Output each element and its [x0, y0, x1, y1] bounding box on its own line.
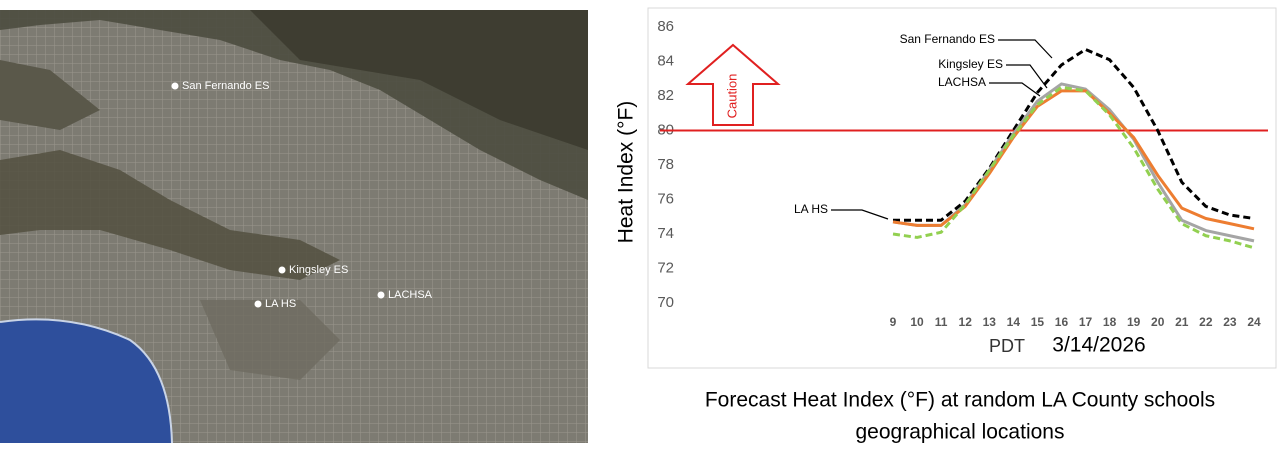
series-line — [892, 89, 1255, 231]
x-tick-label: 14 — [1007, 315, 1021, 329]
y-tick-label: 70 — [657, 294, 674, 311]
series-label: Kingsley ES — [938, 57, 1003, 71]
x-tick-label: 24 — [1247, 315, 1261, 329]
y-tick-label: 78 — [657, 156, 674, 173]
map-marker — [278, 266, 286, 274]
map-label: San Fernando ES — [182, 80, 269, 92]
series-line — [892, 85, 1255, 250]
leader-line — [831, 209, 889, 220]
x-tick-label: 22 — [1199, 315, 1213, 329]
x-tick-label: 15 — [1031, 315, 1045, 329]
map-marker — [254, 300, 262, 308]
caption-line: geographical locations — [856, 421, 1065, 444]
map-marker — [377, 291, 385, 299]
y-tick-label: 72 — [657, 259, 674, 276]
map-points: San Fernando ES Kingsley ES LA HS LACHSA — [171, 80, 433, 310]
x-tick-label: 10 — [910, 315, 924, 329]
x-tick-label: 13 — [983, 315, 997, 329]
map-label: LA HS — [265, 298, 296, 310]
series-label: LA HS — [794, 202, 828, 216]
caution-label: Caution — [724, 74, 739, 119]
map-marker — [171, 82, 179, 90]
series-label: LACHSA — [938, 75, 986, 89]
x-axis-title: PDT — [989, 336, 1025, 356]
y-tick-label: 76 — [657, 190, 674, 207]
y-tick-label: 84 — [657, 52, 674, 69]
x-tick-label: 20 — [1151, 315, 1165, 329]
leader-line — [998, 39, 1053, 59]
x-tick-label: 11 — [935, 315, 948, 329]
x-tick-label: 16 — [1055, 315, 1069, 329]
caution-arrow — [685, 43, 781, 126]
leader-line — [989, 82, 1041, 97]
x-tick-label: 19 — [1127, 315, 1141, 329]
x-tick-label: 12 — [959, 315, 973, 329]
x-tick-label: 21 — [1175, 315, 1189, 329]
series-label: San Fernando ES — [900, 32, 995, 46]
map-label: Kingsley ES — [289, 264, 348, 276]
leader-line — [1006, 64, 1048, 89]
y-tick-label: 74 — [657, 225, 674, 242]
x-tick-label: 23 — [1223, 315, 1237, 329]
date-label: 3/14/2026 — [1052, 334, 1145, 357]
y-tick-label: 82 — [657, 87, 674, 104]
x-tick-label: 18 — [1103, 315, 1117, 329]
caption-line: Forecast Heat Index (°F) at random LA Co… — [705, 389, 1215, 412]
y-tick-label: 86 — [657, 18, 674, 35]
map-label: LACHSA — [388, 289, 433, 301]
y-axis-title: Heat Index (°F) — [615, 101, 638, 244]
x-tick-label: 9 — [890, 315, 897, 329]
x-tick-label: 17 — [1079, 315, 1093, 329]
map — [0, 10, 588, 443]
